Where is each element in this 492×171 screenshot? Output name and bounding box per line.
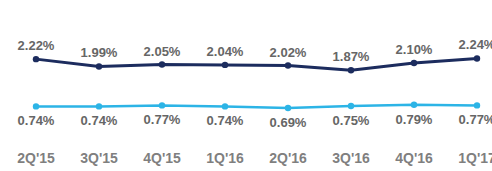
data-label: 0.79% xyxy=(396,112,433,127)
data-label: 0.74% xyxy=(81,113,118,128)
data-label: 2.05% xyxy=(144,44,181,59)
x-tick-label: 3Q'15 xyxy=(80,150,118,166)
point xyxy=(33,103,39,109)
point xyxy=(222,62,228,68)
point xyxy=(159,61,165,67)
data-label: 2.10% xyxy=(396,42,433,57)
point xyxy=(285,105,291,111)
x-axis: 2Q'15 3Q'15 4Q'15 1Q'16 2Q'16 3Q'16 4Q'16 1Q'17 xyxy=(17,150,492,166)
plot-area xyxy=(33,55,480,111)
data-label: 2.24% xyxy=(459,37,492,52)
data-label: 0.77% xyxy=(459,112,492,127)
data-label: 2.02% xyxy=(270,45,307,60)
data-label: 0.74% xyxy=(18,113,55,128)
point xyxy=(348,67,354,73)
data-label: 0.74% xyxy=(207,113,244,128)
point xyxy=(33,56,39,62)
x-tick-label: 1Q'17 xyxy=(458,150,492,166)
chart: 2.22% 1.99% 2.05% 2.04% 2.02% 1.87% 2.10% 2.24%… xyxy=(0,0,492,171)
x-tick-label: 2Q'16 xyxy=(269,150,307,166)
x-tick-label: 4Q'16 xyxy=(395,150,433,166)
x-tick-label: 1Q'16 xyxy=(206,150,244,166)
point xyxy=(285,62,291,68)
point xyxy=(222,103,228,109)
point xyxy=(348,103,354,109)
x-tick-label: 2Q'15 xyxy=(17,150,55,166)
data-label: 2.22% xyxy=(18,38,55,53)
data-label: 2.04% xyxy=(207,44,244,59)
point xyxy=(96,63,102,69)
point xyxy=(411,60,417,66)
data-label: 0.69% xyxy=(270,115,307,130)
data-label: 1.87% xyxy=(333,49,370,64)
data-label: 0.77% xyxy=(144,112,181,127)
point xyxy=(159,102,165,108)
data-labels: 2.22% 1.99% 2.05% 2.04% 2.02% 1.87% 2.10% 2.24%… xyxy=(18,37,492,129)
data-label: 1.99% xyxy=(81,45,118,60)
x-tick-label: 3Q'16 xyxy=(332,150,370,166)
point xyxy=(96,103,102,109)
x-tick-label: 4Q'15 xyxy=(143,150,181,166)
point xyxy=(474,55,480,61)
point xyxy=(474,102,480,108)
data-label: 0.75% xyxy=(333,113,370,128)
point xyxy=(411,102,417,108)
